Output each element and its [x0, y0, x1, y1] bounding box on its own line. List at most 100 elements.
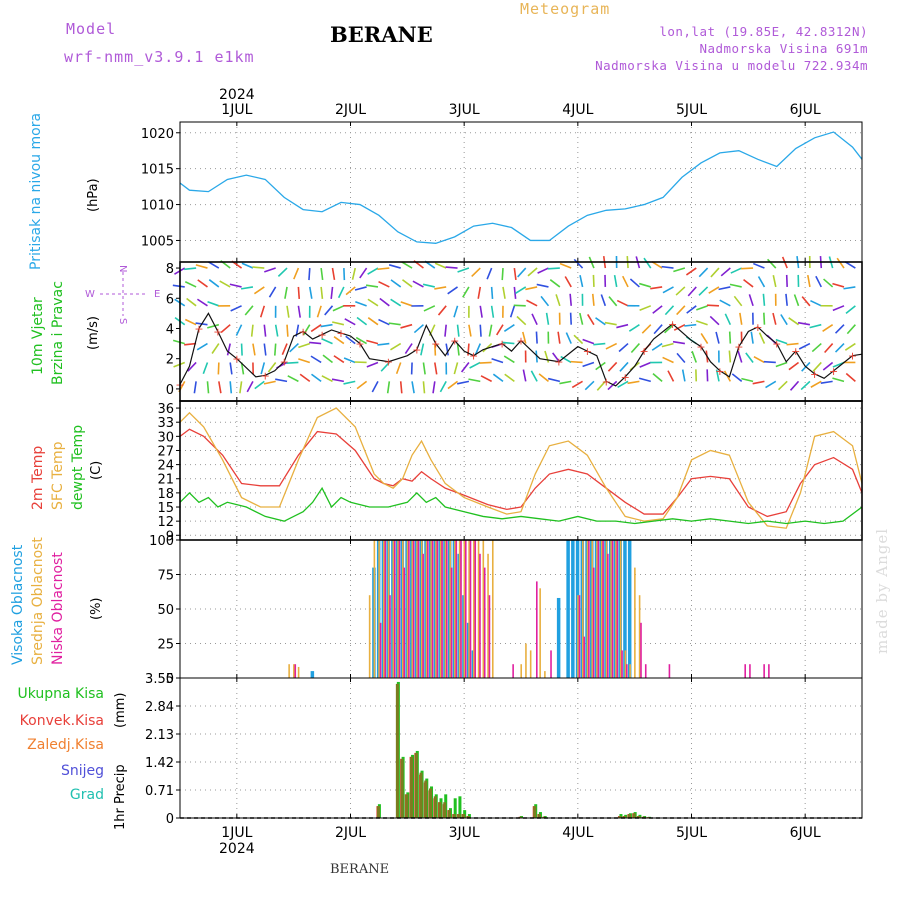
- wind-arrow: [211, 343, 220, 354]
- wind-arrow: [763, 360, 776, 364]
- wind-arrow: [333, 355, 345, 364]
- wind-arrow: [531, 313, 538, 326]
- wind-arrow: [509, 305, 516, 318]
- cloud-bar-low: [436, 540, 439, 678]
- wind-arrow: [715, 331, 720, 344]
- wind-arrow: [218, 381, 222, 394]
- wind-arrow: [316, 305, 322, 318]
- wind-arrow: [765, 380, 777, 389]
- wind-arrow: [710, 267, 720, 278]
- precip-grid-bar: [618, 816, 622, 818]
- wind-arrow: [367, 317, 379, 326]
- wind-arrow: [208, 279, 220, 288]
- wind-arrow: [547, 377, 561, 383]
- wind-arrow: [447, 380, 459, 390]
- wind-gust-mark: +: [194, 322, 203, 335]
- wind-arrow: [274, 324, 279, 337]
- wind-arrow: [367, 267, 379, 275]
- cloud-bar-mid: [444, 540, 447, 678]
- wind-arrow: [195, 264, 208, 269]
- cloud-bar-low: [455, 540, 458, 678]
- wind-arrow: [619, 361, 629, 372]
- pressure-frame: [179, 121, 863, 263]
- wind-arrow: [752, 380, 765, 385]
- wind-arrow: [834, 343, 845, 353]
- wind-arrow: [673, 323, 686, 331]
- wind-arrow: [184, 267, 197, 271]
- wind-arrow: [810, 299, 822, 307]
- wind-arrow: [652, 305, 663, 314]
- wind-arrow: [297, 305, 301, 318]
- y-tick-label: 9: [166, 529, 174, 544]
- wind-arrow: [639, 361, 652, 368]
- wind-arrow: [812, 361, 822, 372]
- wind-arrow: [330, 286, 334, 299]
- cloud-bar-low: [550, 650, 552, 678]
- compass-e-label: E: [154, 289, 160, 300]
- wind-gust-mark: +: [640, 345, 649, 358]
- y-tick-label: 3.55: [145, 672, 174, 687]
- wind-arrow: [321, 337, 333, 345]
- precip-unit-label: (mm): [113, 693, 128, 728]
- wind-arrow: [460, 361, 470, 373]
- lonlat-label: lon,lat (19.85E, 42.8312N): [659, 24, 868, 39]
- y-tick-label: 50: [157, 603, 174, 618]
- wind-arrow: [639, 282, 651, 288]
- wind-arrow: [502, 286, 506, 299]
- cloud-bar-mid: [487, 553, 489, 678]
- wind-arrow: [513, 267, 517, 281]
- model-label: Model: [66, 20, 117, 38]
- wind-arrow: [366, 339, 379, 345]
- wind-arrow: [184, 342, 197, 346]
- y-tick-label: 0.71: [145, 784, 174, 799]
- wind-arrow: [513, 304, 526, 307]
- compass-w-label: W: [85, 289, 95, 300]
- wind-arrow: [772, 275, 777, 288]
- cloud-bar-low: [597, 540, 600, 678]
- wind-arrow: [540, 295, 550, 307]
- wind-arrow: [750, 331, 754, 344]
- top-date-label: 1JUL: [221, 102, 252, 118]
- wind-arrow: [777, 380, 788, 391]
- wind-arrow: [456, 343, 460, 356]
- cloud-bar-mid: [297, 666, 300, 678]
- wind-arrow: [815, 275, 822, 288]
- wind-arrow: [359, 267, 368, 279]
- wind-arrow: [517, 267, 527, 278]
- wind-gust-mark: +: [715, 365, 724, 378]
- wind-arrow: [453, 362, 459, 375]
- wind-arrow: [573, 258, 584, 269]
- cloud-bar-low: [616, 540, 619, 678]
- meteogram-label: Meteogram: [520, 0, 611, 18]
- wind-arrow: [793, 294, 800, 307]
- cloud-bar-mid: [638, 595, 641, 678]
- wind-arrow: [377, 342, 390, 346]
- wind-arrow: [399, 381, 403, 394]
- wind-arrow: [380, 361, 390, 372]
- wind-arrow: [536, 283, 549, 288]
- cloud-bar-mid: [610, 540, 612, 678]
- wind-arrow: [832, 305, 845, 312]
- wind-arrow: [845, 305, 856, 314]
- bottom-year-label: 2024: [219, 841, 255, 857]
- wind-arrow: [595, 317, 606, 326]
- wind-arrow: [367, 298, 379, 307]
- wind-arrow: [422, 381, 426, 394]
- cloud-bar-mid: [520, 664, 522, 678]
- wind-arrow: [354, 286, 367, 291]
- wind-arrow: [569, 293, 572, 306]
- wind-arrow: [618, 342, 629, 353]
- wind-arrow: [254, 380, 265, 390]
- wind-arrow: [786, 342, 799, 346]
- precip-grid-bar: [637, 816, 641, 818]
- wind-arrow: [824, 343, 834, 354]
- precip-grid-bar: [429, 788, 433, 818]
- cloud-bar-low: [744, 664, 746, 678]
- pressure-line: [179, 131, 863, 244]
- cloud-bar-high: [623, 540, 627, 678]
- wind-arrow: [462, 286, 470, 298]
- precip-grid-bar: [395, 683, 399, 818]
- wind-arrow: [731, 373, 743, 382]
- bottom-date-label: 6JUL: [790, 825, 821, 841]
- y-tick-label: 24: [157, 459, 174, 474]
